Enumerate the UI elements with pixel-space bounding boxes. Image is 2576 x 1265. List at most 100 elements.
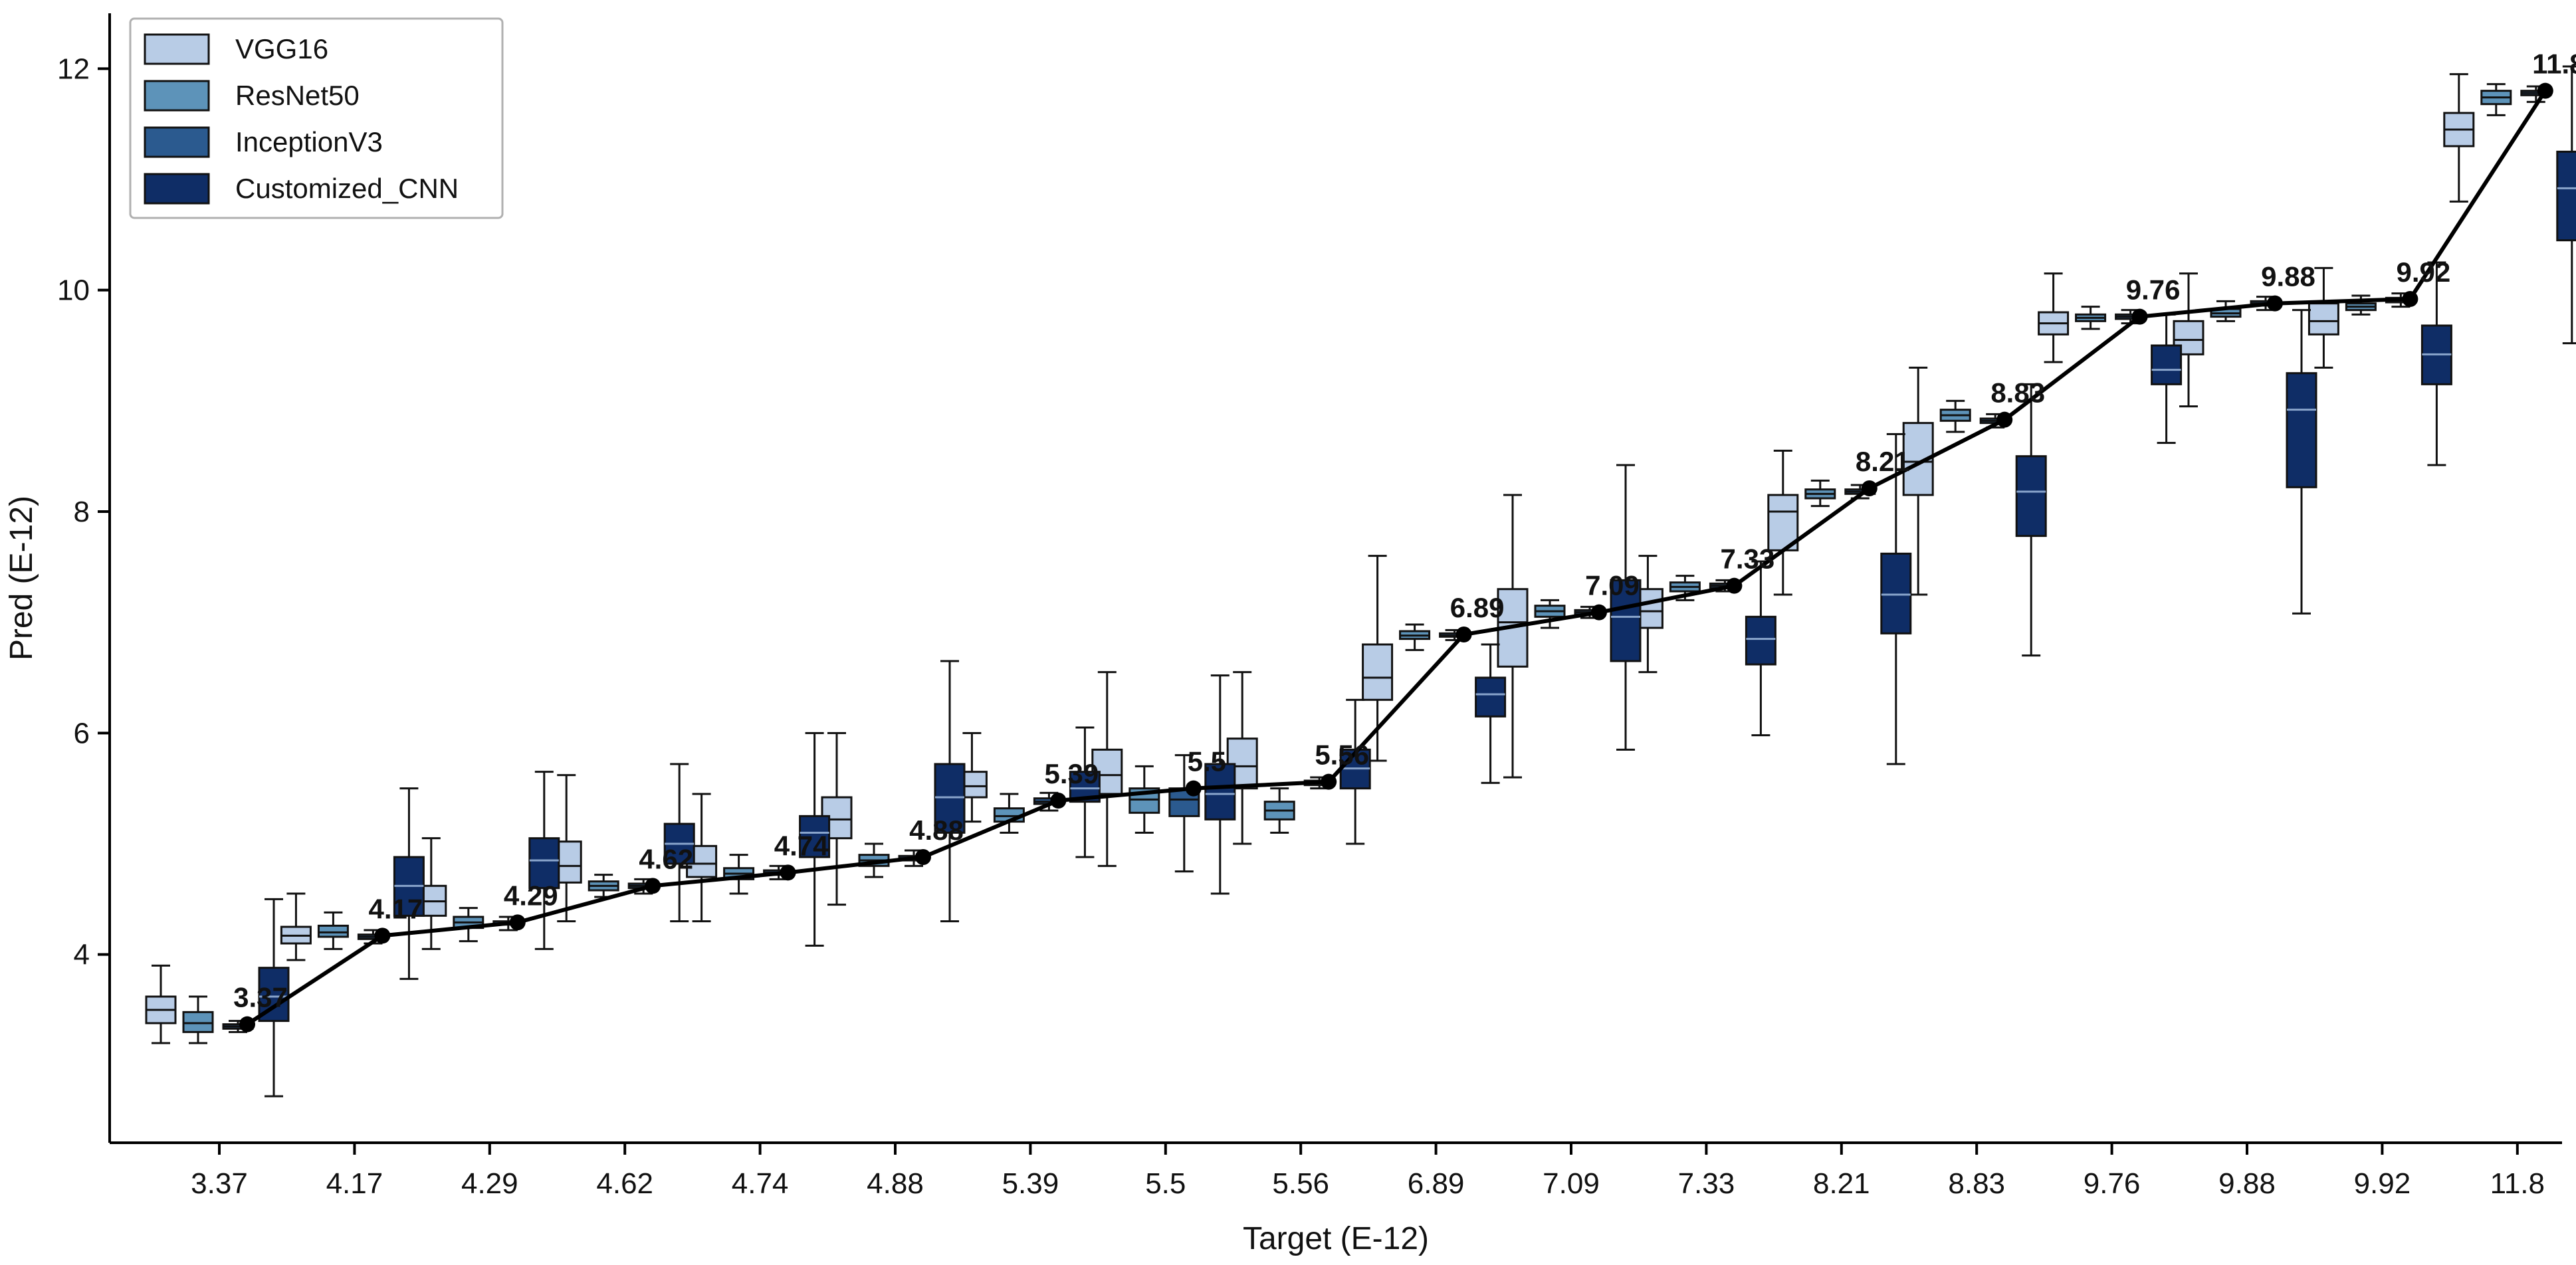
resnet50-box — [1263, 787, 1295, 834]
target-point-label: 4.74 — [774, 830, 829, 861]
target-point — [1455, 627, 1472, 642]
target-point — [1726, 577, 1743, 594]
x-tick-label: 3.37 — [191, 1167, 248, 1200]
target-point — [1185, 780, 1202, 797]
customized-cnn-iqr-box — [2286, 372, 2317, 488]
customized-cnn-iqr-box — [934, 763, 966, 834]
target-point-label: 5.39 — [1045, 758, 1099, 789]
target-point-label: 5.5 — [1188, 746, 1226, 777]
x-tick-label: 4.74 — [732, 1167, 789, 1200]
legend-swatch-inceptionv3 — [144, 126, 210, 158]
resnet50-box — [1128, 765, 1160, 834]
vgg16-box — [1767, 449, 1799, 596]
legend-swatch-vgg16 — [144, 33, 210, 65]
target-point — [2131, 308, 2148, 325]
customized-cnn-box — [1880, 433, 1912, 765]
vgg16-box — [2038, 272, 2070, 363]
y-tick-label: 6 — [74, 717, 90, 749]
vgg16-iqr-box — [2308, 302, 2339, 336]
legend-frame — [129, 17, 504, 219]
x-tick-label: 8.83 — [1948, 1167, 2005, 1200]
customized-cnn-iqr-box — [1610, 579, 1642, 662]
customized-cnn-iqr-box — [1475, 676, 1507, 718]
target-line-layer: 3.37 4.17 4.29 4.62 4.74 4.88 5.39 5.5 5.56 6.89 7… — [233, 49, 2576, 1032]
customized-cnn-box — [1610, 464, 1642, 751]
vgg16-box — [686, 793, 718, 923]
resnet50-iqr-box — [317, 924, 349, 938]
customized-cnn-box — [1069, 726, 1101, 858]
customized-cnn-box — [1475, 643, 1507, 784]
y-tick-label: 10 — [57, 274, 90, 307]
resnet50-box — [1399, 623, 1431, 651]
x-tick-label: 4.17 — [326, 1167, 383, 1200]
target-point-label: 4.62 — [639, 843, 693, 874]
vgg16-box — [1362, 555, 1394, 762]
target-point-label: 4.17 — [369, 893, 423, 924]
resnet50-box — [1939, 399, 1971, 433]
resnet50-box — [588, 874, 619, 898]
x-tick-label: 5.39 — [1002, 1167, 1059, 1200]
target-point-label: 7.09 — [1585, 570, 1640, 601]
target-point — [1050, 793, 1067, 809]
target-point-label: 4.29 — [504, 880, 558, 911]
customized-cnn-box — [528, 771, 560, 950]
vgg16-iqr-box — [1362, 643, 1394, 701]
resnet50-box — [1669, 575, 1701, 601]
customized-cnn-iqr-box — [2151, 344, 2183, 385]
target-point-label: 8.21 — [1856, 446, 1910, 477]
target-point — [780, 864, 796, 881]
x-tick-label: 5.5 — [1145, 1167, 1186, 1200]
customized-cnn-box — [934, 660, 966, 923]
target-point — [1996, 411, 2013, 428]
target-point — [374, 927, 391, 944]
target-point — [2537, 82, 2553, 99]
legend-swatch-resnet50 — [144, 80, 210, 112]
x-tick-label: 5.56 — [1272, 1167, 1329, 1200]
target-point-label: 8.83 — [1990, 377, 2045, 409]
customized-cnn-iqr-box — [528, 837, 560, 890]
customized-cnn-box — [1204, 674, 1236, 895]
resnet50-box — [723, 854, 755, 895]
x-tick-label: 4.88 — [867, 1167, 924, 1200]
customized-cnn-box — [2556, 65, 2576, 345]
x-tick-label: 11.8 — [2490, 1167, 2545, 1200]
vgg16-box — [1497, 494, 1529, 779]
target-point-label: 9.92 — [2397, 256, 2451, 288]
target-point — [1321, 773, 1337, 790]
x-tick-label: 7.09 — [1543, 1167, 1600, 1200]
box-series-layer — [145, 65, 2576, 1098]
y-tick-label: 12 — [57, 52, 90, 85]
customized-cnn-box — [2151, 313, 2183, 444]
x-tick-label: 9.92 — [2354, 1167, 2411, 1200]
customized-cnn-box — [2015, 383, 2047, 657]
legend-label-customized-cnn: Customized_CNN — [235, 173, 459, 204]
y-tick-label: 4 — [74, 939, 90, 971]
y-axis-title: Pred (E-12) — [4, 496, 39, 660]
target-point-label: 7.33 — [1721, 543, 1775, 575]
resnet50-box — [2075, 306, 2107, 330]
target-point-label: 9.88 — [2261, 261, 2315, 292]
resnet50-box — [2480, 83, 2512, 116]
target-point — [239, 1016, 255, 1032]
x-tick-label: 4.62 — [596, 1167, 653, 1200]
target-point — [2402, 291, 2418, 307]
resnet50-box — [317, 911, 349, 950]
target-point — [1591, 604, 1607, 621]
legend-label-resnet50: ResNet50 — [235, 80, 360, 111]
resnet50-box — [182, 995, 214, 1044]
target-point-label: 4.88 — [909, 815, 964, 846]
customized-cnn-iqr-box — [1204, 763, 1236, 821]
customized-cnn-box — [799, 731, 831, 947]
y-tick-label: 8 — [74, 496, 90, 528]
legend-label-vgg16: VGG16 — [235, 33, 328, 64]
customized-cnn-iqr-box — [2015, 455, 2047, 537]
target-point — [2267, 295, 2283, 312]
x-tick-label: 9.88 — [2218, 1167, 2276, 1200]
target-point-label: 11.8 — [2532, 49, 2576, 80]
customized-cnn-box — [393, 787, 425, 980]
target-point — [645, 878, 661, 894]
x-axis-title: Target (E-12) — [1243, 1221, 1429, 1256]
vgg16-iqr-box — [1767, 494, 1799, 551]
legend: VGG16 ResNet50 InceptionV3 Customized_CNN — [129, 17, 504, 219]
